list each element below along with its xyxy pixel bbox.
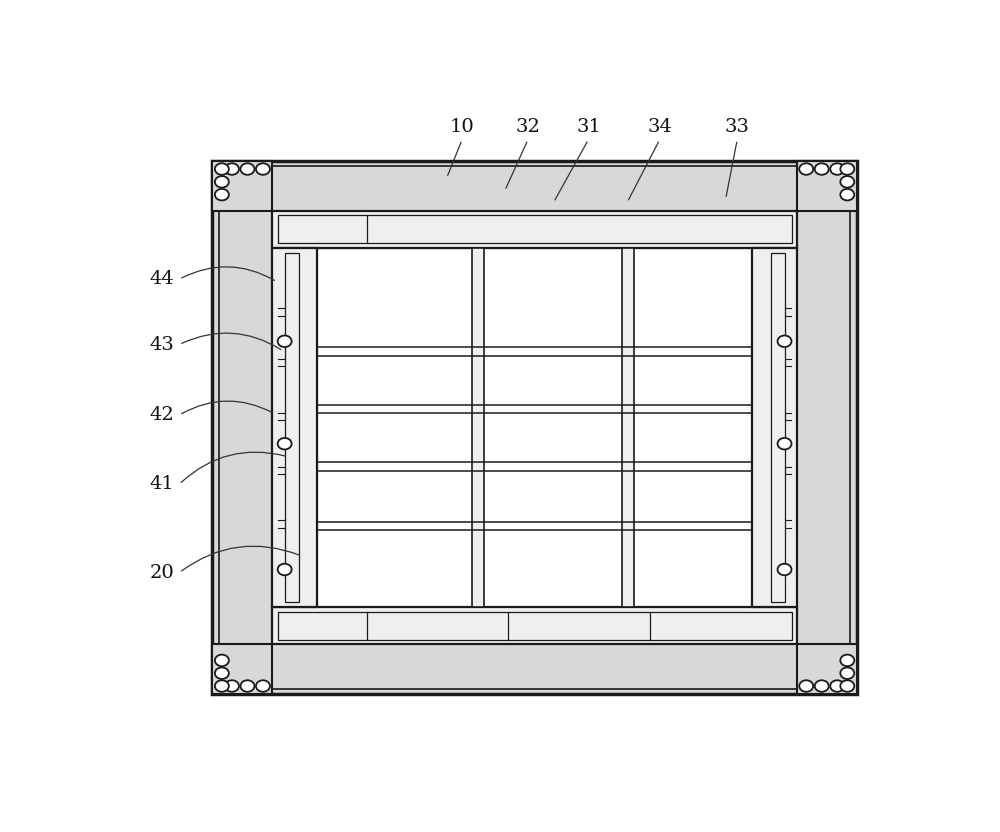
Circle shape	[215, 189, 229, 201]
Text: 34: 34	[647, 118, 672, 136]
Circle shape	[799, 681, 813, 691]
Circle shape	[840, 163, 854, 175]
Circle shape	[778, 438, 792, 449]
Bar	[285, 253, 299, 602]
Circle shape	[240, 681, 254, 691]
Circle shape	[799, 163, 813, 175]
Bar	[278, 215, 792, 243]
Circle shape	[840, 655, 854, 666]
Circle shape	[225, 163, 239, 175]
Circle shape	[215, 176, 229, 187]
Circle shape	[840, 681, 854, 691]
Circle shape	[830, 681, 844, 691]
Circle shape	[840, 189, 854, 201]
Circle shape	[840, 176, 854, 187]
Bar	[212, 644, 272, 695]
Text: 44: 44	[150, 270, 175, 288]
Circle shape	[830, 163, 844, 175]
Circle shape	[215, 667, 229, 679]
Text: 42: 42	[150, 406, 175, 424]
Circle shape	[215, 655, 229, 666]
Text: 33: 33	[725, 118, 750, 136]
Text: 31: 31	[576, 118, 601, 136]
Bar	[797, 644, 857, 695]
Circle shape	[815, 163, 829, 175]
Text: 10: 10	[450, 118, 475, 136]
Bar	[272, 210, 797, 248]
Bar	[278, 612, 792, 640]
Bar	[317, 248, 752, 607]
Circle shape	[778, 335, 792, 347]
Bar	[272, 248, 317, 607]
Bar	[212, 161, 272, 210]
Circle shape	[240, 163, 254, 175]
Circle shape	[256, 681, 270, 691]
Bar	[622, 248, 634, 607]
Circle shape	[815, 681, 829, 691]
Text: 41: 41	[150, 475, 175, 493]
Circle shape	[840, 667, 854, 679]
Text: 43: 43	[150, 335, 175, 354]
Text: 20: 20	[150, 563, 175, 582]
Bar	[771, 253, 785, 602]
Bar	[272, 607, 797, 644]
Text: 32: 32	[516, 118, 540, 136]
Circle shape	[215, 163, 229, 175]
Circle shape	[225, 681, 239, 691]
Bar	[472, 248, 484, 607]
Circle shape	[215, 681, 229, 691]
Circle shape	[256, 163, 270, 175]
Bar	[219, 166, 850, 689]
Circle shape	[278, 438, 292, 449]
Bar	[212, 161, 857, 695]
Circle shape	[778, 564, 792, 575]
Bar	[752, 248, 797, 607]
Circle shape	[278, 335, 292, 347]
Circle shape	[278, 564, 292, 575]
Bar	[797, 161, 857, 210]
